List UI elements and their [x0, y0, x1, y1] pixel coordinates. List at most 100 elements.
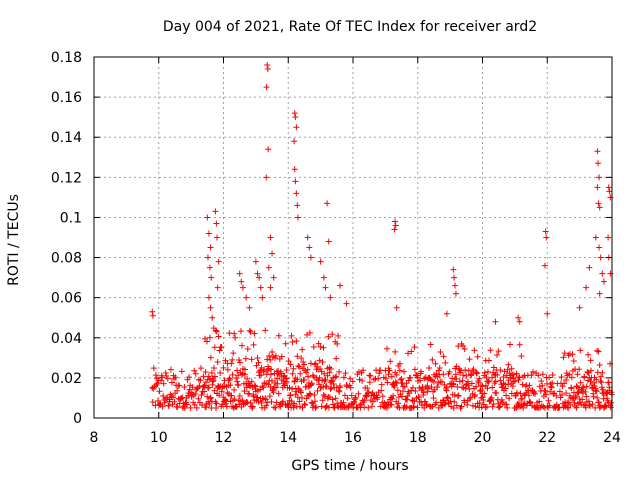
data-point [548, 383, 555, 390]
data-point [568, 384, 575, 391]
data-point [291, 378, 298, 385]
data-point [547, 388, 554, 395]
data-point [306, 244, 313, 251]
data-point [388, 401, 395, 408]
data-point [542, 228, 549, 235]
data-point [503, 372, 510, 379]
data-point [189, 384, 196, 391]
data-point [249, 404, 256, 411]
data-point [287, 392, 294, 399]
data-point [513, 389, 520, 396]
data-point [250, 393, 257, 400]
data-point [525, 392, 532, 399]
data-point [553, 392, 560, 399]
data-point [231, 396, 238, 403]
data-point [560, 354, 567, 361]
data-point [576, 304, 583, 311]
data-point [577, 347, 584, 354]
data-point [249, 403, 256, 410]
data-point [490, 364, 497, 371]
data-point [466, 356, 473, 363]
data-point [422, 398, 429, 405]
data-point [577, 379, 584, 386]
data-point [236, 270, 243, 277]
data-point [334, 340, 341, 347]
data-point [517, 390, 524, 397]
data-point [344, 395, 351, 402]
data-point [366, 372, 373, 379]
data-point [257, 284, 264, 291]
data-point [559, 391, 566, 398]
data-point [299, 404, 306, 411]
data-point [300, 358, 307, 365]
data-point [332, 395, 339, 402]
data-point [572, 394, 579, 401]
data-point [567, 401, 574, 408]
data-point [192, 370, 199, 377]
data-point [485, 357, 492, 364]
data-point [174, 404, 181, 411]
data-point [343, 300, 350, 307]
data-point [455, 392, 462, 399]
data-point [262, 395, 269, 402]
data-point [450, 404, 457, 411]
data-point [270, 389, 277, 396]
data-point [327, 294, 334, 301]
data-point [432, 360, 439, 367]
data-point [596, 290, 603, 297]
data-point [297, 389, 304, 396]
data-point [232, 334, 239, 341]
data-point [231, 386, 238, 393]
data-point [473, 383, 480, 390]
data-point [212, 208, 219, 215]
data-point [256, 274, 263, 281]
data-point [257, 386, 264, 393]
data-point [543, 234, 550, 241]
data-point [453, 402, 460, 409]
data-point [275, 332, 282, 339]
data-point [420, 392, 427, 399]
data-point [508, 365, 515, 372]
data-point [215, 333, 222, 340]
data-point [210, 365, 217, 372]
data-point [564, 372, 571, 379]
data-point [392, 222, 399, 229]
data-point [329, 396, 336, 403]
data-point [268, 377, 275, 384]
data-point [248, 378, 255, 385]
data-point [264, 66, 271, 73]
data-point [466, 385, 473, 392]
data-point [246, 327, 253, 334]
data-point [355, 368, 362, 375]
data-point [434, 384, 441, 391]
data-point [604, 395, 611, 402]
data-point [211, 387, 218, 394]
data-point [474, 370, 481, 377]
data-point [403, 380, 410, 387]
data-point [212, 404, 219, 411]
data-point [558, 373, 565, 380]
data-point [506, 395, 513, 402]
data-point [572, 393, 579, 400]
data-point [496, 404, 503, 411]
data-point [549, 371, 556, 378]
data-point [561, 380, 568, 387]
data-point [526, 398, 533, 405]
data-point [439, 378, 446, 385]
y-tick-label: 0.14 [51, 130, 82, 146]
y-axis-label: ROTI / TECUs [6, 194, 22, 286]
data-point [274, 375, 281, 382]
data-point [396, 360, 403, 367]
data-point [378, 387, 385, 394]
data-point [579, 390, 586, 397]
data-point [443, 384, 450, 391]
y-tick-label: 0.06 [51, 291, 82, 307]
data-point [203, 338, 210, 345]
data-point [206, 401, 213, 408]
data-point [302, 367, 309, 374]
data-point [595, 348, 602, 355]
data-point [336, 368, 343, 375]
data-point [301, 361, 308, 368]
data-point [174, 387, 181, 394]
data-point [241, 388, 248, 395]
